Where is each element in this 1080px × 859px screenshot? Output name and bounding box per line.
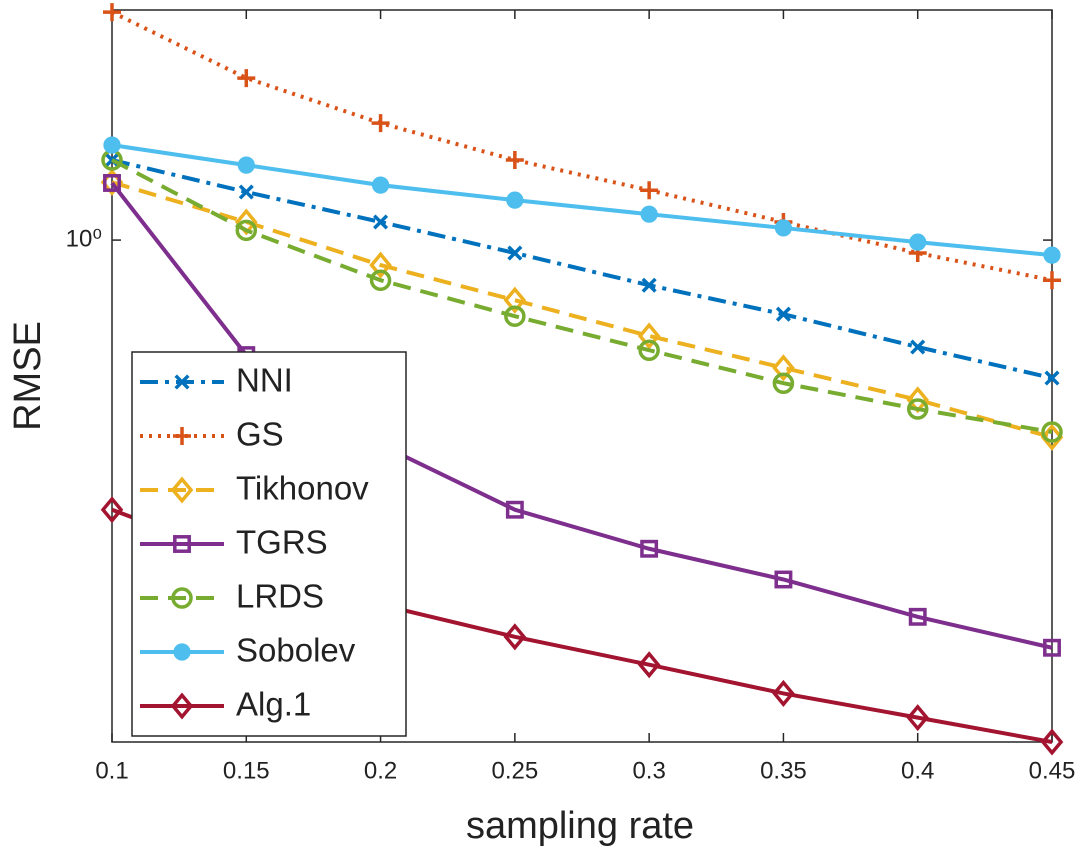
data-point [909, 233, 927, 251]
legend-marker [171, 587, 193, 609]
x-tick-label: 0.2 [364, 757, 397, 784]
data-point [908, 607, 927, 626]
data-point [637, 322, 661, 350]
data-point [906, 704, 929, 732]
data-point [103, 136, 121, 154]
legend-marker [174, 374, 190, 390]
series [101, 149, 1063, 443]
data-point [640, 181, 659, 200]
data-point [772, 354, 795, 382]
data-point [641, 277, 657, 293]
data-point [505, 151, 524, 170]
x-tick-label: 0.35 [760, 757, 807, 784]
legend-label: LRDS [236, 578, 324, 615]
data-point [238, 184, 254, 200]
series-line [111, 10, 1053, 283]
data-point [640, 205, 658, 223]
legend-marker [173, 643, 191, 661]
series-line [111, 180, 1053, 440]
x-tick-label: 0.1 [95, 757, 128, 784]
legend: NNI GS Tikhonov TGRS LRDS Sobolev Alg.1 [131, 351, 407, 737]
data-point [369, 251, 392, 279]
data-point [1040, 423, 1064, 451]
legend-label: Sobolev [236, 632, 356, 669]
data-point [1040, 728, 1064, 756]
data-point [772, 372, 795, 394]
data-point [1043, 271, 1061, 290]
y-tick-label: 10⁰ [66, 225, 102, 252]
legend-label: NNI [236, 362, 293, 399]
x-tick-label: 0.4 [901, 757, 934, 784]
data-point [506, 191, 524, 209]
data-point [373, 214, 389, 230]
x-tick-label: 0.15 [223, 757, 270, 784]
data-point [507, 245, 523, 261]
data-point [237, 156, 255, 174]
series-line [111, 158, 1053, 434]
x-tick-label: 0.25 [491, 757, 538, 784]
data-point [1043, 246, 1061, 264]
data-point [1041, 421, 1063, 443]
data-point [1043, 638, 1061, 657]
series [103, 136, 1061, 264]
data-point [103, 174, 121, 192]
data-point [371, 176, 390, 194]
data-point [906, 398, 929, 420]
data-point [369, 269, 392, 291]
legend-marker [173, 427, 191, 445]
series-line [111, 158, 1053, 380]
series [104, 152, 1060, 386]
data-point [103, 3, 121, 22]
data-point [100, 496, 124, 524]
x-tick-label: 0.45 [1029, 757, 1076, 784]
series [100, 168, 1064, 451]
data-point [503, 623, 527, 651]
data-point [505, 500, 524, 519]
data-point [371, 114, 390, 133]
legend-label: TGRS [236, 524, 328, 561]
data-point [638, 339, 660, 361]
data-point [237, 69, 256, 88]
data-point [235, 219, 258, 242]
data-point [775, 306, 791, 322]
data-point [774, 219, 793, 237]
legend-label: Tikhonov [236, 470, 369, 507]
data-point [910, 339, 926, 355]
legend-label: Alg.1 [236, 686, 311, 723]
data-point [772, 679, 795, 707]
x-axis-label: sampling rate [466, 805, 694, 847]
legend-marker [170, 692, 194, 720]
legend-marker [173, 535, 191, 553]
data-point [640, 539, 659, 558]
legend-label: GS [236, 416, 284, 453]
data-point [503, 286, 527, 314]
data-point [504, 305, 526, 327]
legend-marker [170, 476, 194, 504]
data-point [1044, 370, 1060, 386]
data-point [235, 208, 258, 236]
series-line [111, 143, 1053, 258]
x-tick-label: 0.3 [632, 757, 665, 784]
y-axis-label: RMSE [7, 321, 49, 431]
data-point [637, 651, 661, 679]
data-point [774, 570, 793, 589]
